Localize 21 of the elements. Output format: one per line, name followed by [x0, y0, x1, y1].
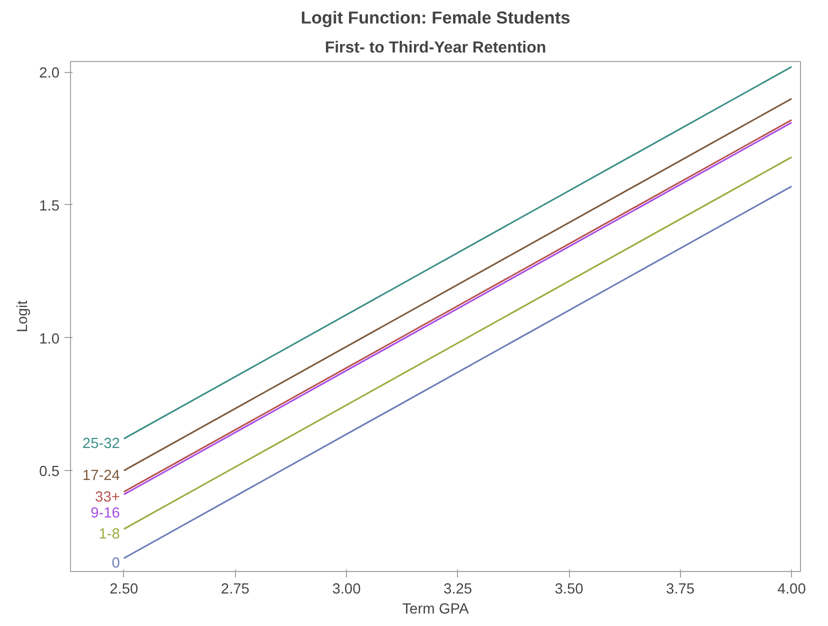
series-label: 0 — [112, 556, 120, 572]
y-tick-label: 0.5 — [39, 464, 60, 480]
y-tick-label: 2.0 — [39, 66, 60, 82]
x-tick-label: 3.00 — [332, 582, 361, 598]
series-label: 9-16 — [90, 505, 120, 522]
y-tick-label: 1.0 — [39, 331, 60, 348]
chart-title: Logit Function: Female Students — [300, 8, 570, 28]
series-label: 33+ — [95, 489, 120, 506]
x-tick-label: 3.75 — [666, 582, 695, 598]
series-label: 1-8 — [98, 526, 120, 542]
series-label: 25-32 — [82, 436, 120, 452]
x-tick-label: 3.25 — [443, 582, 472, 598]
x-tick-label: 4.00 — [777, 582, 806, 598]
y-axis-title: Logit — [15, 300, 32, 332]
x-tick-label: 3.50 — [554, 582, 584, 598]
chart-subtitle: First- to Third-Year Retention — [324, 40, 546, 56]
x-axis-title: Term GPA — [402, 602, 469, 618]
y-tick-label: 1.5 — [39, 198, 60, 214]
x-tick-label: 2.75 — [220, 582, 250, 598]
series-label: 17-24 — [82, 468, 120, 484]
x-tick-label: 2.50 — [110, 582, 138, 598]
